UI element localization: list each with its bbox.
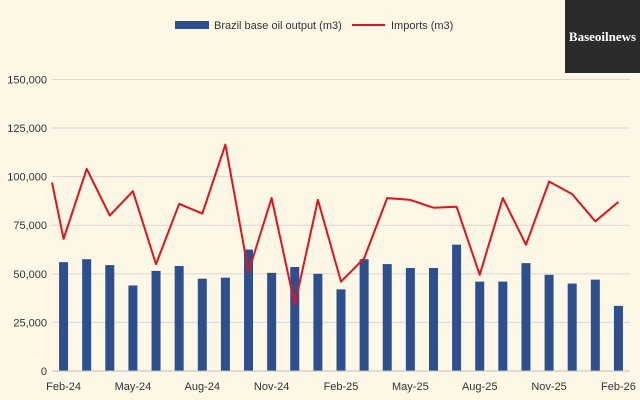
bar-Jun-24 — [151, 270, 161, 371]
x-tick-label: Feb-26 — [601, 381, 636, 393]
legend: Brazil base oil output (m3) Imports (m3) — [175, 20, 453, 32]
y-tick-label: 75,000 — [13, 220, 47, 232]
x-tick-label: Nov-25 — [531, 381, 566, 393]
x-axis: Feb-24 May-24 Aug-24 Nov-24 Feb-25 May-25 Aug-… — [46, 370, 636, 393]
bar-Mar-25 — [359, 259, 369, 371]
bar-Dec-25 — [567, 283, 577, 371]
gridlines — [52, 78, 630, 372]
x-tick-label: May-25 — [392, 381, 429, 393]
legend-label-output: Brazil base oil output (m3) — [214, 20, 342, 32]
x-tick-label: May-24 — [115, 381, 152, 393]
bar-Apr-24 — [105, 265, 115, 371]
bar-Jul-25 — [452, 244, 462, 371]
bar-Feb-24 — [59, 262, 69, 371]
bar-Dec-24 — [290, 267, 300, 371]
bar-series — [59, 244, 623, 371]
bar-Jun-25 — [428, 267, 438, 371]
bar-Sep-25 — [498, 281, 508, 371]
x-tick-label: Nov-24 — [254, 381, 289, 393]
y-tick-label: 50,000 — [13, 269, 47, 281]
legend-label-imports: Imports (m3) — [391, 20, 453, 32]
bar-Jul-24 — [174, 266, 184, 371]
x-tick-label: Feb-25 — [324, 381, 359, 393]
bar-Mar-24 — [82, 259, 92, 371]
brand-logo-text: Baseoilnews — [568, 28, 637, 44]
bar-Oct-24 — [244, 249, 254, 371]
y-tick-label: 0 — [41, 366, 47, 378]
bar-May-24 — [128, 285, 138, 371]
bar-Aug-25 — [475, 281, 485, 371]
y-tick-label: 150,000 — [7, 74, 47, 86]
bar-Feb-26 — [613, 305, 623, 371]
x-tick-label: Aug-25 — [462, 381, 497, 393]
legend-swatch-output — [175, 21, 209, 29]
line-series — [51, 143, 620, 306]
bar-Jan-25 — [313, 273, 323, 371]
x-tick-label: Feb-24 — [46, 381, 81, 393]
y-tick-label: 125,000 — [7, 123, 47, 135]
bar-Sep-24 — [220, 277, 230, 371]
y-tick-label: 25,000 — [13, 317, 47, 329]
bar-Feb-25 — [336, 289, 346, 371]
bar-Nov-24 — [267, 272, 277, 371]
bar-Oct-25 — [521, 263, 531, 371]
bar-Apr-25 — [382, 264, 392, 371]
x-tick-label: Aug-24 — [185, 381, 220, 393]
bar-May-25 — [405, 267, 415, 371]
y-axis: 0 25,000 50,000 75,000 100,000 125,000 150,000 — [7, 74, 47, 378]
brand-logo: Baseoilnews — [565, 0, 640, 73]
bar-Aug-24 — [197, 278, 207, 371]
imports-line — [51, 143, 620, 306]
y-tick-label: 100,000 — [7, 172, 47, 184]
bar-Jan-26 — [590, 279, 600, 371]
bar-Nov-25 — [544, 274, 554, 371]
